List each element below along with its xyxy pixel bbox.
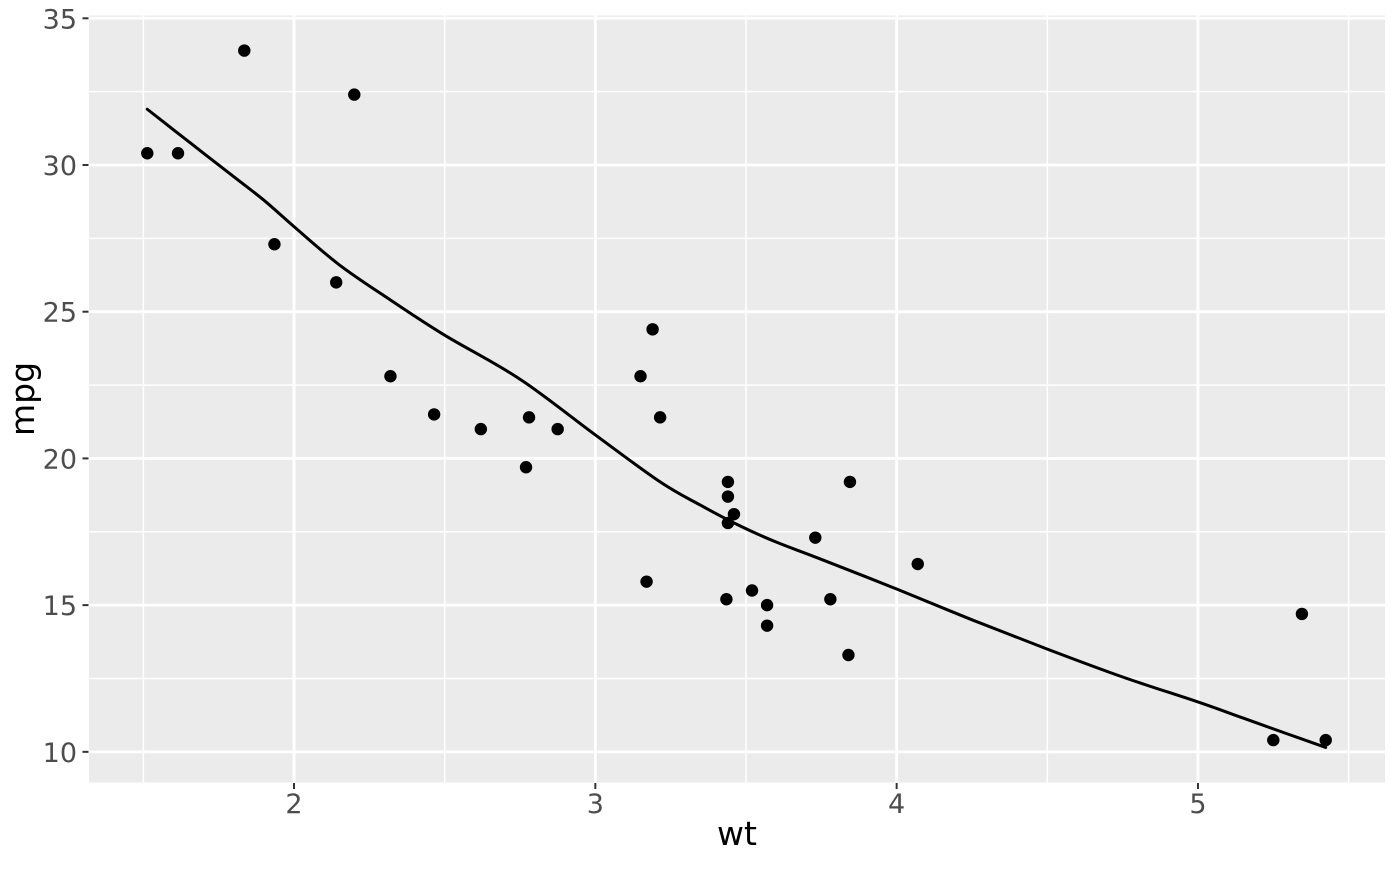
x-tick-label: 5 xyxy=(1189,789,1206,820)
data-point xyxy=(522,411,536,424)
data-point xyxy=(760,598,774,612)
data-point xyxy=(760,619,774,632)
x-tick-label: 3 xyxy=(587,789,604,820)
y-tick-label: 15 xyxy=(43,591,77,622)
smooth-line xyxy=(145,107,1328,749)
y-axis-title: mpg xyxy=(3,362,42,436)
x-axis-title: wt xyxy=(717,814,757,853)
x-tick-label: 2 xyxy=(285,789,302,820)
data-point xyxy=(268,238,281,251)
x-tick-label: 4 xyxy=(888,789,905,820)
data-point xyxy=(653,411,667,424)
data-point xyxy=(171,147,185,160)
y-tick-label: 30 xyxy=(43,151,77,182)
data-point xyxy=(348,88,361,101)
tick-labels-layer: 2 3 4 5 10 15 20 25 30 35 xyxy=(43,4,1207,820)
data-point xyxy=(1295,607,1309,621)
data-point xyxy=(646,323,659,336)
data-point xyxy=(519,461,533,474)
data-point xyxy=(640,575,653,588)
data-point xyxy=(745,584,759,597)
points-layer xyxy=(141,44,1332,747)
gridlines-layer xyxy=(89,15,1385,783)
y-tick-label: 25 xyxy=(43,298,77,329)
data-point xyxy=(843,475,857,489)
data-point xyxy=(330,276,343,289)
data-point xyxy=(634,370,647,383)
data-point xyxy=(721,475,735,489)
panel-layer xyxy=(89,15,1385,783)
data-point xyxy=(911,557,924,571)
data-point xyxy=(1267,733,1280,747)
y-tick-label: 20 xyxy=(43,444,77,475)
data-point xyxy=(238,44,251,57)
data-point xyxy=(1319,733,1332,747)
data-point xyxy=(727,507,741,521)
data-point xyxy=(427,408,441,421)
data-point xyxy=(141,147,154,160)
data-point xyxy=(721,490,735,503)
data-point xyxy=(720,593,733,606)
data-point xyxy=(824,593,837,606)
data-point xyxy=(384,370,397,383)
y-tick-label: 35 xyxy=(43,4,77,35)
axis-ticks-layer xyxy=(82,17,1199,789)
smooth-line-layer xyxy=(145,107,1328,749)
y-tick-label: 10 xyxy=(43,738,77,769)
data-point xyxy=(474,422,488,436)
data-point xyxy=(551,422,564,436)
data-point xyxy=(809,531,822,544)
data-point xyxy=(842,648,855,662)
